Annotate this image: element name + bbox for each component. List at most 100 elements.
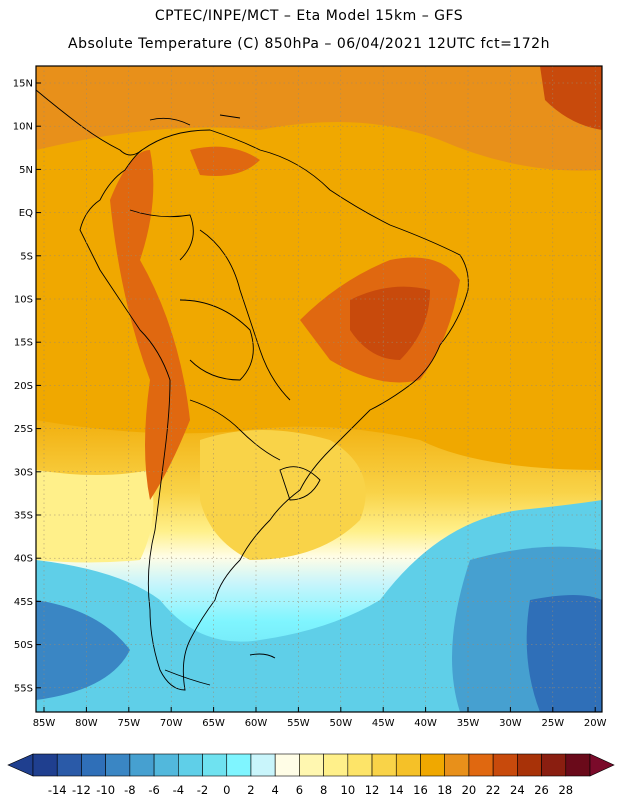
colorbar-label: 2 — [247, 783, 254, 797]
lat-label: 40S — [14, 554, 33, 565]
colorbar-label: -12 — [72, 783, 91, 797]
lon-label: 55W — [287, 718, 310, 729]
lat-label: 30S — [14, 467, 33, 478]
colorbar-swatch — [250, 753, 276, 777]
map-frame — [35, 65, 603, 713]
lon-label: 35W — [457, 718, 480, 729]
colorbar-swatch — [129, 753, 155, 777]
warm-band-north — [36, 66, 602, 171]
lon-label: 65W — [202, 718, 225, 729]
lat-label: 20S — [14, 381, 33, 392]
lon-label: 60W — [245, 718, 268, 729]
lat-label: 15S — [14, 338, 33, 349]
lon-label: 80W — [75, 718, 98, 729]
colorbar-swatch — [274, 753, 300, 777]
colorbar-swatch — [395, 753, 421, 777]
cool-land-plateau — [200, 430, 366, 560]
colorbar-label: -6 — [148, 783, 159, 797]
colorbar-swatch — [323, 753, 349, 777]
lon-label: 50W — [329, 718, 352, 729]
tierra-del-fuego — [164, 669, 211, 686]
colorbar-label: 18 — [437, 783, 452, 797]
colorbar-label: 0 — [223, 783, 230, 797]
colorbar-swatch — [517, 753, 542, 777]
colorbar-swatch — [226, 753, 252, 777]
latitude-labels: 15N 10N 5N EQ 5S 10S 15S 20S 25S 30S 35S 40S 45S 50S 5… — [13, 79, 41, 694]
border-argentina — [189, 399, 281, 461]
colorbar-label: -8 — [124, 783, 135, 797]
falkland-islands — [249, 653, 276, 659]
map-title-line1: CPTEC/INPE/MCT – Eta Model 15km – GFS — [154, 8, 464, 24]
south-america-coast — [79, 129, 469, 691]
border-bolivia — [179, 299, 254, 381]
colorbar-arrow-left — [7, 753, 34, 777]
lon-label: 20W — [584, 718, 607, 729]
hot-core-brazil — [350, 286, 430, 360]
lon-label: 70W — [160, 718, 183, 729]
hot-spot-atlantic — [540, 66, 602, 130]
colorbar-swatch — [371, 753, 397, 777]
colorbar-label: 8 — [320, 783, 327, 797]
lat-label: 5N — [19, 165, 33, 176]
lat-label: 10S — [14, 295, 33, 306]
colorbar-label: 6 — [296, 783, 303, 797]
colorbar-label: -2 — [197, 783, 208, 797]
temperature-field — [36, 66, 602, 712]
andes-warm-strip — [110, 150, 190, 500]
colorbar-label: 20 — [462, 783, 477, 797]
cold-core-east — [526, 595, 602, 712]
colorbar-arrow-right — [589, 753, 615, 777]
lat-label: 50S — [14, 640, 33, 651]
colorbar-label: 14 — [389, 783, 404, 797]
colorbar-swatch — [105, 753, 131, 777]
colorbar-label: 28 — [558, 783, 573, 797]
colorbar-swatch — [541, 753, 567, 777]
lon-label: 30W — [499, 718, 522, 729]
lat-label: 25S — [14, 424, 33, 435]
lon-label: 75W — [117, 718, 140, 729]
colorbar-swatch — [202, 753, 228, 777]
colorbar-swatch — [56, 753, 82, 777]
colorbar-swatch — [468, 753, 494, 777]
coastlines — [35, 89, 469, 691]
caribbean-islands — [149, 114, 241, 126]
colorbar-label: 16 — [413, 783, 428, 797]
lon-label: 45W — [372, 718, 395, 729]
longitude-labels: 85W 80W 75W 70W 65W 60W 55W 50W 45W 40W 35W 30W 25W 2… — [33, 707, 607, 729]
colorbar-label: 12 — [365, 783, 380, 797]
map-title-line2: Absolute Temperature (C) 850hPa – 06/04/… — [68, 36, 550, 52]
lon-label: 40W — [414, 718, 437, 729]
colorbar-label: 24 — [510, 783, 525, 797]
lat-label: 35S — [14, 511, 33, 522]
central-america-coast — [35, 89, 143, 156]
lat-label: 45S — [14, 597, 33, 608]
border-brazil-west — [199, 229, 291, 401]
colorbar-swatch — [492, 753, 518, 777]
lat-label: 15N — [13, 79, 33, 90]
colorbar-swatch — [565, 753, 591, 777]
colorbar-swatch — [81, 753, 106, 777]
lat-label: 10N — [13, 122, 33, 133]
colorbar-swatch — [178, 753, 203, 777]
colorbar-label: -14 — [48, 783, 67, 797]
cold-pool-west — [36, 600, 130, 700]
colorbar-labels: -14 -12 -10 -8 -6 -4 -2 0 2 4 6 8 10 12 14 16 18 20 22 24 26… — [48, 783, 573, 797]
colorbar-label: -4 — [173, 783, 184, 797]
lat-label: 55S — [14, 683, 33, 694]
border-uruguay — [279, 466, 321, 501]
lat-label: EQ — [19, 208, 33, 219]
colorbar-label: 26 — [534, 783, 549, 797]
lon-label: 85W — [33, 718, 56, 729]
border-colombia — [129, 209, 194, 261]
lat-label: 5S — [20, 251, 33, 262]
colorbar-swatch — [153, 753, 179, 777]
colorbar-label: -10 — [96, 783, 115, 797]
lon-label: 25W — [541, 718, 564, 729]
venezuela-warm-patch — [190, 146, 260, 176]
colorbar-swatch — [32, 753, 58, 777]
colorbar-label: 4 — [272, 783, 279, 797]
colorbar-label: 10 — [341, 783, 356, 797]
colorbar-swatch — [299, 753, 324, 777]
